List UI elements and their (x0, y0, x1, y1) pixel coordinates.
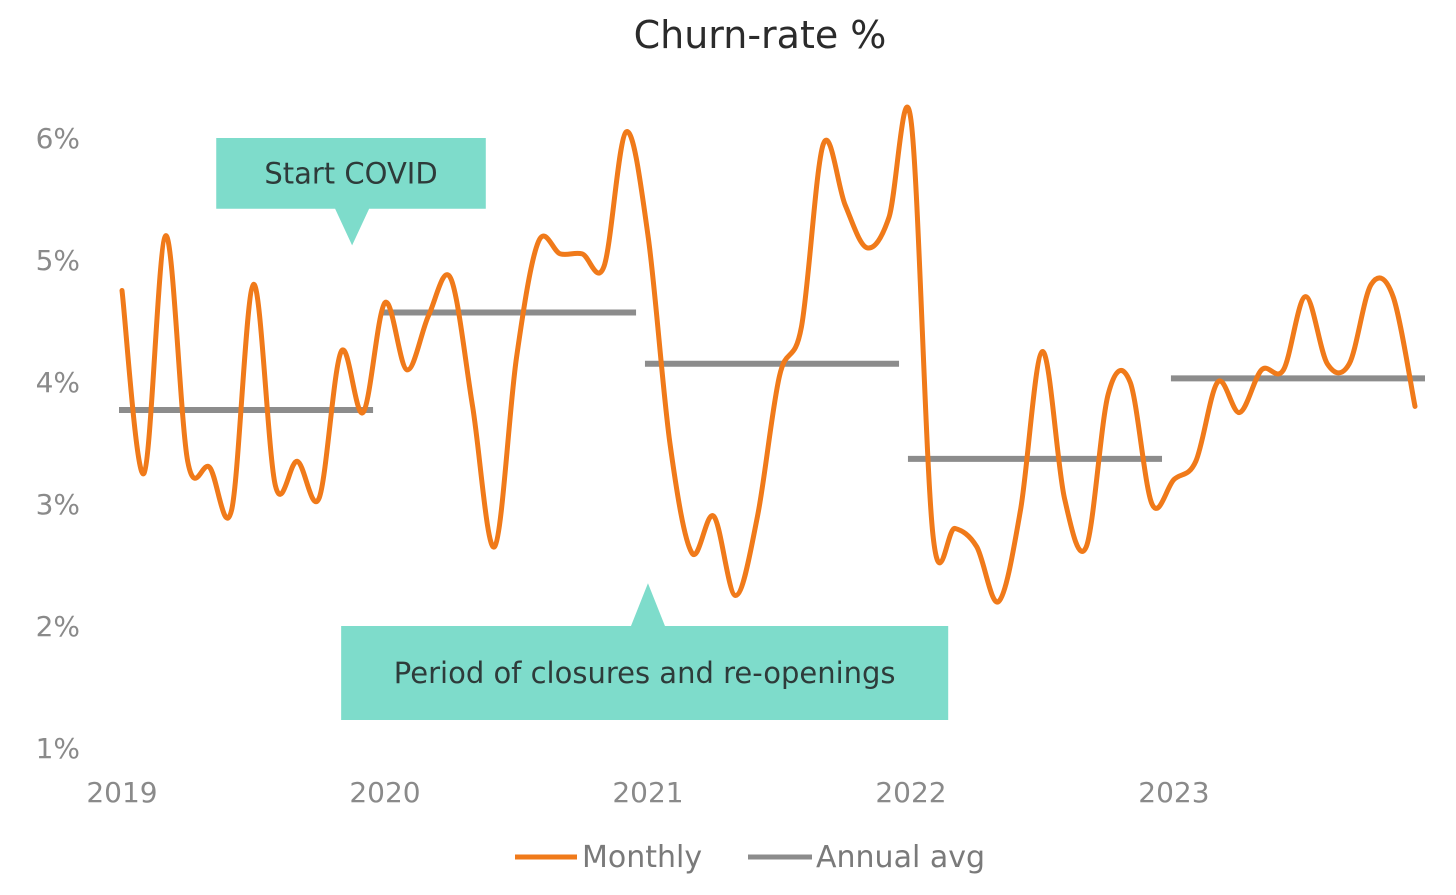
y-tick-label: 2% (36, 610, 80, 643)
legend-annual-avg-label: Annual avg (816, 840, 985, 875)
y-tick-label: 6% (36, 122, 80, 155)
y-axis-ticks: 1% 2% 3% 4% 5% 6% (36, 122, 80, 765)
monthly-series (119, 104, 1418, 605)
monthly-line (119, 104, 1418, 605)
y-tick-label: 1% (36, 732, 80, 765)
annotations: Start COVID Period of closures and re-ope… (216, 138, 949, 720)
x-tick-label: 2019 (86, 776, 157, 809)
start-covid-label: Start COVID (264, 156, 437, 190)
legend: Monthly Annual avg (515, 840, 985, 875)
x-tick-label: 2021 (612, 776, 683, 809)
x-tick-label: 2020 (349, 776, 420, 809)
x-tick-label: 2023 (1138, 776, 1209, 809)
legend-monthly-label: Monthly (582, 840, 702, 875)
closures-callout (341, 583, 949, 720)
y-tick-label: 4% (36, 366, 80, 399)
x-tick-label: 2022 (875, 776, 946, 809)
y-tick-label: 3% (36, 488, 80, 521)
chart-title: Churn-rate % (634, 13, 887, 57)
x-axis-ticks: 2019 2020 2021 2022 2023 (86, 776, 1209, 809)
closures-label: Period of closures and re-openings (394, 656, 896, 690)
start-covid-callout (216, 138, 486, 246)
y-tick-label: 5% (36, 244, 80, 277)
